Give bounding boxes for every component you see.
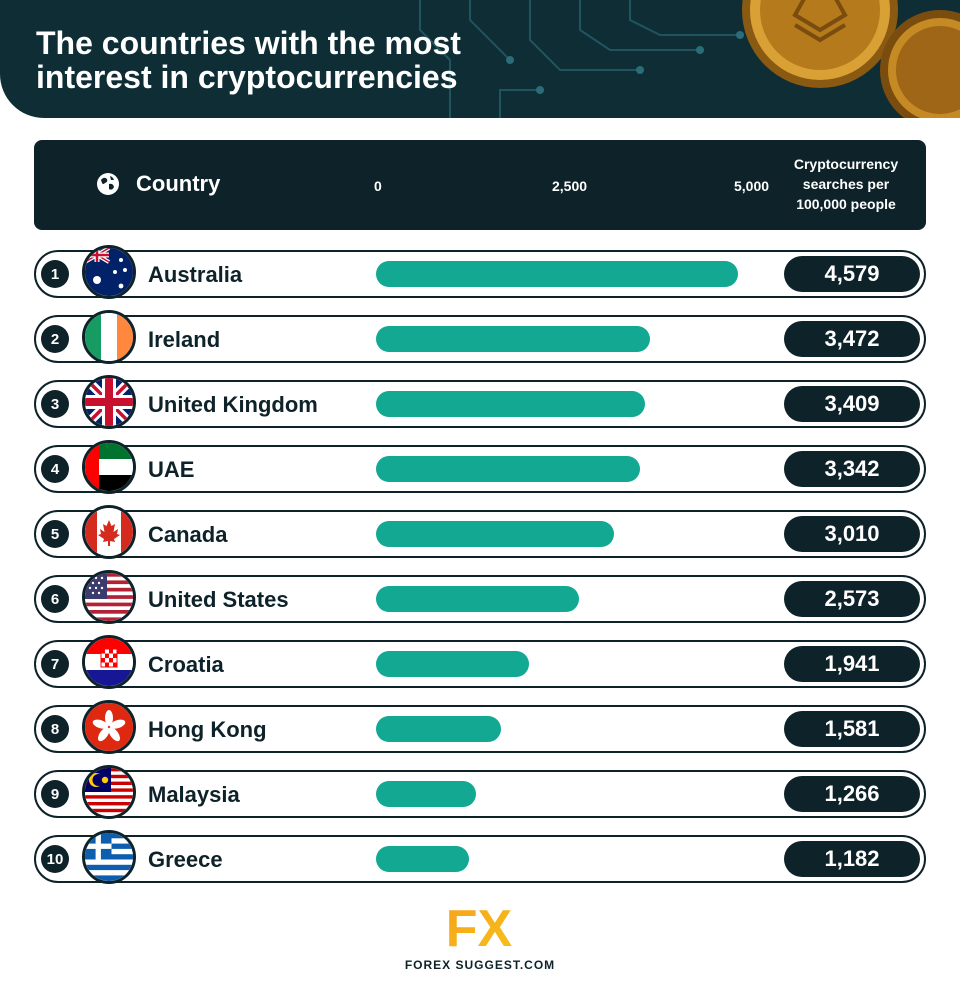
table-header: Country 0 2,500 5,000 Cryptocurrency sea… xyxy=(34,140,926,230)
value-label: 3,010 xyxy=(784,516,920,552)
malaysia-flag-icon xyxy=(82,765,136,819)
logo-letters: FX xyxy=(446,902,513,952)
australia-flag-icon xyxy=(82,245,136,299)
logo-text: FOREX SUGGEST.COM xyxy=(404,958,556,972)
value-label: 1,581 xyxy=(784,711,920,747)
croatia-flag-icon xyxy=(82,635,136,689)
value-label: 3,472 xyxy=(784,321,920,357)
country-name: Australia xyxy=(148,262,243,287)
fx-logo-icon: FX xyxy=(446,902,513,952)
value-label: 1,941 xyxy=(784,646,920,682)
table-row: 6 United States 2,573 xyxy=(34,570,926,624)
bar xyxy=(376,456,640,482)
country-column-header: Country xyxy=(136,171,221,196)
greece-flag-icon xyxy=(82,830,136,884)
page-title: The countries with the most interest in … xyxy=(36,26,596,94)
rank-badge: 7 xyxy=(41,650,69,678)
country-name: UAE xyxy=(148,457,195,482)
country-name: United States xyxy=(148,587,289,612)
united-states-flag-icon xyxy=(82,570,136,624)
value-header-line: searches per xyxy=(802,176,890,192)
table-row: 7 Croatia 1,941 xyxy=(34,635,926,689)
rank-badge: 2 xyxy=(41,325,69,353)
axis-tick-label: 5,000 xyxy=(734,178,770,194)
table-row: 5 Canada 3,010 xyxy=(34,505,926,559)
uae-flag-icon xyxy=(82,440,136,494)
crypto-coins-icon xyxy=(742,0,960,118)
circuit-background-icon xyxy=(419,0,744,118)
bar xyxy=(376,261,738,287)
rank-badge: 1 xyxy=(41,260,69,288)
title-line-2: interest in cryptocurrencies xyxy=(36,59,458,95)
country-name: Malaysia xyxy=(148,782,240,807)
rank-badge: 10 xyxy=(41,845,69,873)
value-label: 4,579 xyxy=(784,256,920,292)
axis-tick-label: 2,500 xyxy=(552,178,588,194)
value-header-line: 100,000 people xyxy=(796,196,896,212)
title-line-1: The countries with the most xyxy=(36,25,461,61)
rank-badge: 6 xyxy=(41,585,69,613)
country-name: Greece xyxy=(148,847,223,872)
table-row: 9 Malaysia 1,266 xyxy=(34,765,926,819)
globe-icon xyxy=(97,173,119,195)
rank-badge: 3 xyxy=(41,390,69,418)
united-kingdom-flag-icon xyxy=(82,375,136,429)
country-name: Ireland xyxy=(148,327,221,352)
rank-badge: 4 xyxy=(41,455,69,483)
country-name: United Kingdom xyxy=(148,392,318,417)
table-row: 1 Australia 4,579 xyxy=(34,245,926,299)
bar xyxy=(376,326,650,352)
value-label: 1,182 xyxy=(784,841,920,877)
ireland-flag-icon xyxy=(82,310,136,364)
bar xyxy=(376,586,579,612)
header-banner: The countries with the most interest in … xyxy=(0,0,960,118)
country-name: Canada xyxy=(148,522,228,547)
bar xyxy=(376,391,645,417)
rank-badge: 8 xyxy=(41,715,69,743)
value-label: 3,342 xyxy=(784,451,920,487)
table-row: 3 United Kingdom 3,409 xyxy=(34,375,926,429)
bar xyxy=(376,716,501,742)
canada-flag-icon xyxy=(82,505,136,559)
table-row: 2 Ireland 3,472 xyxy=(34,310,926,364)
value-column-header: Cryptocurrency searches per 100,000 peop… xyxy=(778,154,914,214)
rank-badge: 5 xyxy=(41,520,69,548)
rank-badge: 9 xyxy=(41,780,69,808)
bar xyxy=(376,651,529,677)
table-row: 10 Greece 1,182 xyxy=(34,830,926,884)
bar xyxy=(376,846,469,872)
axis-tick-label: 0 xyxy=(374,178,382,194)
table-row: 4 UAE 3,342 xyxy=(34,440,926,494)
country-name: Hong Kong xyxy=(148,717,267,742)
country-name: Croatia xyxy=(148,652,224,677)
value-label: 1,266 xyxy=(784,776,920,812)
bar xyxy=(376,521,614,547)
bar xyxy=(376,781,476,807)
hong-kong-flag-icon xyxy=(82,700,136,754)
value-label: 3,409 xyxy=(784,386,920,422)
table-row: 8 Hong Kong 1,581 xyxy=(34,700,926,754)
value-label: 2,573 xyxy=(784,581,920,617)
value-header-line: Cryptocurrency xyxy=(793,156,899,172)
